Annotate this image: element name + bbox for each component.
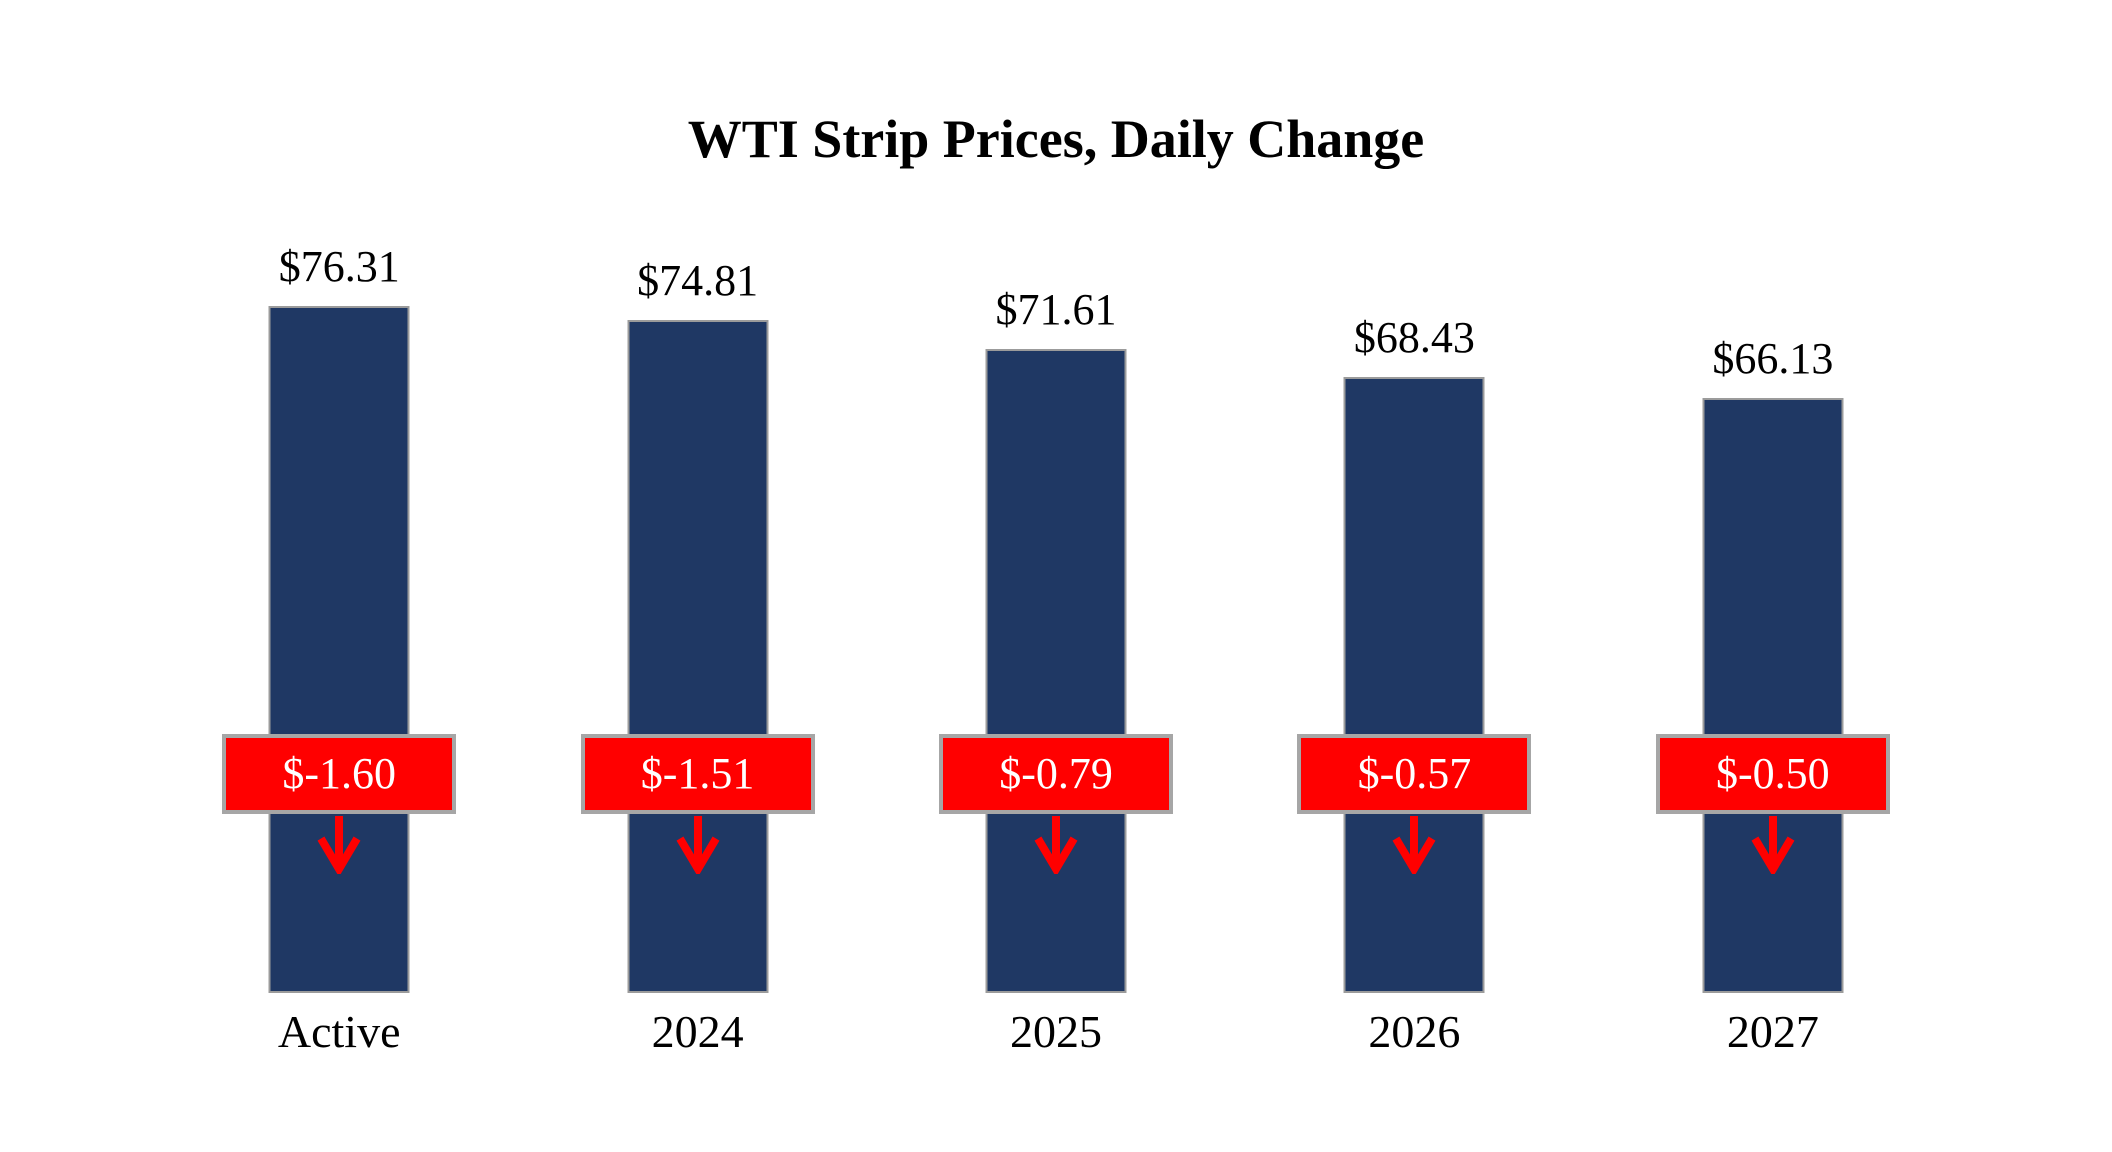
price-value-label: $71.61 <box>995 285 1117 334</box>
chart-column: $74.81 $-1.51 <box>518 0 876 993</box>
price-value-label: $66.13 <box>1712 334 1834 383</box>
price-value-label: $76.31 <box>278 242 400 291</box>
price-bar <box>627 320 769 993</box>
chart-title: WTI Strip Prices, Daily Change <box>687 109 1425 169</box>
category-axis: Active 2024 2025 2026 2027 <box>0 1005 2112 1058</box>
price-value-label: $68.43 <box>1353 313 1475 362</box>
daily-change-badge: $-1.51 <box>580 734 815 814</box>
chart-column: $68.43 $-0.57 <box>1235 0 1593 993</box>
price-bar <box>1702 398 1844 993</box>
daily-change-badge: $-0.50 <box>1655 734 1890 814</box>
down-arrow-icon <box>1749 814 1797 877</box>
daily-change-badge: $-0.79 <box>939 734 1174 814</box>
price-bar <box>268 306 410 993</box>
chart-column: $76.31 $-1.60 <box>160 0 518 993</box>
daily-change-badge: $-1.60 <box>222 734 457 814</box>
chart-column: $66.13 $-0.50 <box>1594 0 1952 993</box>
chart-column: $71.61 $-0.79 <box>877 0 1235 993</box>
down-arrow-icon <box>1032 814 1080 877</box>
category-label: 2025 <box>1010 1006 1103 1057</box>
category-label: 2027 <box>1726 1006 1819 1057</box>
price-bar <box>985 349 1127 993</box>
price-value-label: $74.81 <box>637 256 759 305</box>
price-bar <box>1343 377 1485 993</box>
down-arrow-icon <box>1390 814 1438 877</box>
chart-plot-area: $76.31 $-1.60 $74.81 $-1.51 $71.61 $-0.79 $68.… <box>160 0 1952 993</box>
category-label: 2024 <box>651 1006 744 1057</box>
down-arrow-icon <box>315 814 363 877</box>
category-label: Active <box>277 1006 401 1057</box>
category-label: 2026 <box>1368 1006 1461 1057</box>
down-arrow-icon <box>674 814 722 877</box>
daily-change-badge: $-0.57 <box>1297 734 1532 814</box>
